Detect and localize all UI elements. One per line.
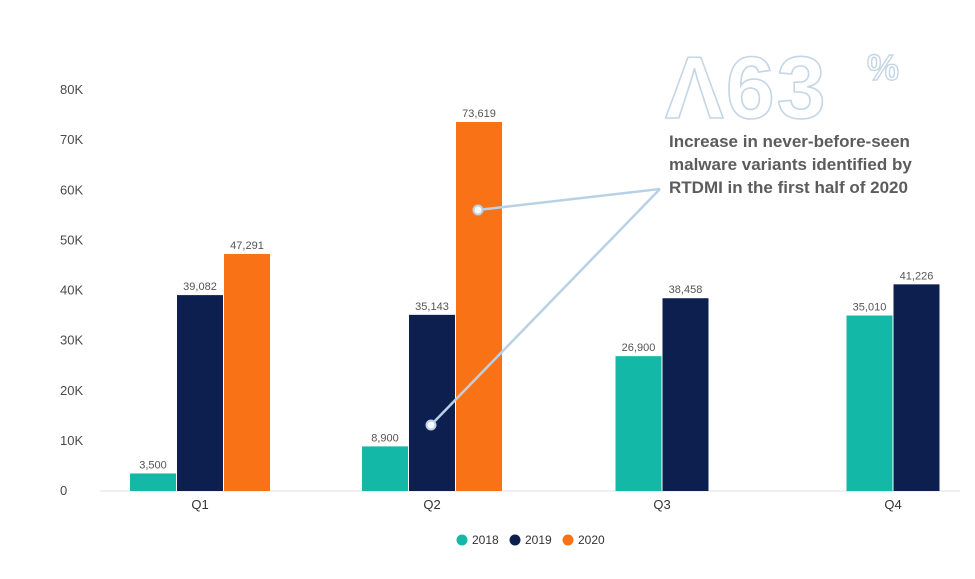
pointer-dot-2020 (472, 204, 484, 216)
bar-q2-2020 (456, 121, 502, 491)
data-label-q3-2018: 26,900 (622, 342, 656, 354)
annotation: Λ63 % Increase in never-before-seen malw… (425, 37, 912, 431)
bar-q3-2019 (662, 298, 709, 491)
bar-q1-2020 (224, 253, 270, 491)
bar-q2-2019 (409, 314, 455, 491)
data-label-q2-2020: 73,619 (462, 108, 496, 120)
annotation-percent: % (867, 47, 899, 88)
data-label-q4-2019: 41,226 (900, 270, 934, 282)
bar-q4-2019 (893, 284, 940, 491)
bar-q4-2018 (846, 315, 893, 491)
legend-marker-2020 (562, 534, 574, 546)
pointer-dot-2019 (425, 419, 437, 431)
bar-q1-2018 (130, 473, 176, 491)
data-label-q3-2019: 38,458 (669, 284, 703, 296)
data-label-q1-2018: 3,500 (139, 459, 167, 471)
y-tick-label: 10K (60, 433, 83, 448)
legend-marker-2018 (456, 534, 468, 546)
pointer-line-2020 (477, 187, 661, 212)
x-tick-label-q4: Q4 (884, 497, 901, 512)
data-label-q2-2018: 8,900 (371, 432, 399, 444)
x-tick-label-q1: Q1 (191, 497, 208, 512)
data-label-q4-2018: 35,010 (853, 302, 887, 314)
legend: 2018 2019 2020 (456, 533, 605, 547)
legend-marker-2019 (509, 534, 521, 546)
annotation-line-2: malware variants identified by (669, 155, 912, 174)
x-tick-label-q3: Q3 (653, 497, 670, 512)
bar-q3-2018 (615, 356, 662, 491)
y-tick-label: 60K (60, 182, 83, 197)
bar-q2-2018 (362, 446, 408, 491)
annotation-line-3: RTDMI in the first half of 2020 (669, 178, 908, 197)
y-tick-label: 20K (60, 383, 83, 398)
x-tick-label-q2: Q2 (423, 497, 440, 512)
pointer-line-2019 (430, 188, 661, 426)
y-tick-label: 30K (60, 333, 83, 348)
legend-label-2020: 2020 (578, 533, 605, 547)
legend-label-2019: 2019 (525, 533, 552, 547)
y-tick-label: 0 (60, 483, 67, 498)
y-tick-label: 70K (60, 132, 83, 147)
y-axis: 0 10K 20K 30K 40K 50K 60K 70K 80K (60, 82, 83, 498)
data-label-q1-2019: 39,082 (183, 281, 217, 293)
y-tick-label: 40K (60, 283, 83, 298)
annotation-line-1: Increase in never-before-seen (669, 132, 910, 151)
y-tick-label: 50K (60, 232, 83, 247)
bars-group: 3,500 39,082 47,291 8,900 35,143 73,619 26,900… (130, 108, 940, 491)
data-label-q2-2019: 35,143 (415, 301, 449, 313)
y-tick-label: 80K (60, 82, 83, 97)
x-axis: Q1 Q2 Q3 Q4 (191, 497, 901, 512)
legend-label-2018: 2018 (472, 533, 499, 547)
bar-q1-2019 (177, 295, 223, 491)
annotation-stat: Λ63 (665, 38, 828, 137)
data-label-q1-2020: 47,291 (230, 240, 264, 252)
